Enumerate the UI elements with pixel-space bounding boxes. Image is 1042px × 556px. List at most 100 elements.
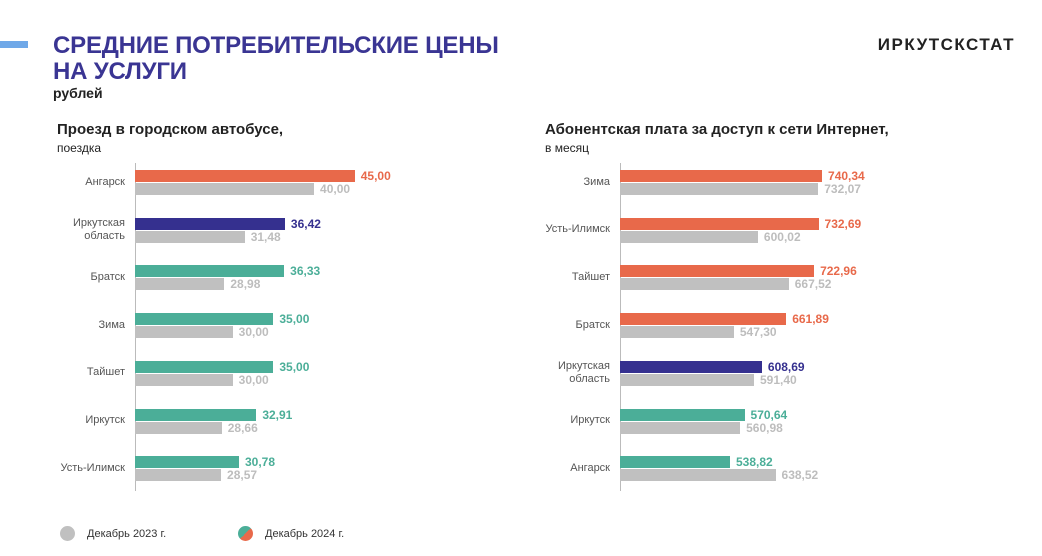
category-label-line: Братск [90, 270, 125, 283]
bar-2023 [135, 230, 245, 243]
bar-2023 [135, 373, 233, 386]
legend-label-2024: Декабрь 2024 г. [265, 527, 345, 540]
bar-2024 [620, 456, 730, 469]
category-label-line: Усть-Илимск [545, 223, 610, 236]
data-label-2024: 35,00 [279, 359, 310, 374]
category-label-line: Зима [98, 318, 125, 331]
bar-2023 [135, 326, 233, 339]
chart-subtitle-bus: поездка [57, 141, 102, 155]
data-label-2023: 667,52 [794, 277, 832, 292]
data-label-2023: 732,07 [824, 182, 861, 196]
bar-2024 [620, 360, 762, 373]
category-label: Братск [35, 271, 125, 284]
bar-2023 [620, 373, 754, 386]
bar-2024 [135, 217, 285, 230]
data-label-2024: 30,78 [245, 455, 276, 470]
category-label-line: Ангарск [85, 175, 125, 188]
data-label-2023: 40,00 [320, 182, 351, 196]
category-label-line: Иркутская [72, 216, 125, 229]
title-line-1: СРЕДНИЕ ПОТРЕБИТЕЛЬСКИЕ ЦЕНЫ [53, 32, 499, 59]
category-label-line: Ангарск [570, 461, 610, 474]
legend-item-2023: Декабрь 2023 г. [60, 526, 166, 541]
bar-2024 [620, 408, 745, 421]
data-label-2024: 32,91 [262, 407, 293, 422]
bar-2024 [135, 170, 355, 182]
category-label: Зима [520, 176, 610, 189]
legend-item-2024: Декабрь 2024 г. [238, 526, 344, 541]
data-label-2023: 560,98 [746, 420, 783, 435]
category-label-line: Тайшет [571, 270, 610, 283]
category-label-line: Зима [583, 175, 610, 188]
bar-2023 [620, 326, 734, 339]
data-label-2024: 722,96 [820, 264, 857, 279]
category-label-line: Иркутск [85, 414, 125, 426]
bar-2023 [620, 183, 819, 195]
legend-split-dot-icon [238, 526, 253, 541]
data-label-2023: 31,48 [250, 229, 281, 244]
bar-2024 [135, 313, 274, 326]
category-label: Ангарск [520, 462, 610, 475]
bar-2024 [620, 313, 787, 326]
category-label-line: Тайшет [86, 366, 125, 379]
category-label: Иркутская область [520, 360, 610, 386]
category-label: Ангарск [35, 176, 125, 189]
legend-label-2023: Декабрь 2023 г. [87, 527, 167, 540]
data-label-2024: 661,89 [792, 312, 829, 327]
legend-gray-dot-icon [60, 526, 75, 541]
bar-2024 [135, 456, 239, 469]
accent-bar [0, 41, 28, 48]
category-label-line: Иркутская [557, 359, 610, 372]
bar-2024 [135, 408, 257, 421]
bar-2024 [135, 265, 285, 278]
data-label-2024: 732,69 [824, 216, 862, 231]
page-title: СРЕДНИЕ ПОТРЕБИТЕЛЬСКИЕ ЦЕНЫ НА УСЛУГИ [53, 33, 499, 85]
data-label-2023: 600,02 [763, 229, 801, 244]
bar-2024 [620, 170, 823, 182]
bar-2023 [620, 469, 776, 482]
data-label-2024: 740,34 [828, 169, 865, 183]
data-label-2024: 36,42 [290, 216, 321, 231]
category-label-line: Братск [575, 318, 610, 331]
bar-2024 [620, 217, 819, 230]
bar-2023 [135, 278, 225, 291]
bar-2023 [135, 421, 222, 434]
category-label: Усть-Илимск [520, 223, 610, 236]
data-label-2023: 547,30 [739, 325, 777, 340]
chart-subtitle-internet: в месяц [545, 141, 590, 155]
data-label-2024: 35,00 [279, 312, 310, 327]
category-label: Тайшет [35, 366, 125, 379]
bar-2023 [620, 421, 741, 434]
data-label-2023: 28,66 [227, 420, 258, 435]
data-label-2023: 30,00 [238, 325, 269, 340]
data-label-2024: 608,69 [767, 359, 805, 374]
title-line-2: НА УСЛУГИ [53, 58, 187, 85]
data-label-2024: 36,33 [290, 264, 321, 279]
data-label-2023: 591,40 [759, 372, 797, 387]
data-label-2023: 28,98 [230, 277, 261, 292]
data-label-2024: 45,00 [360, 169, 391, 183]
category-label-line: Иркутск [570, 414, 610, 426]
unit-label: рублей [53, 85, 103, 101]
bar-2023 [135, 469, 222, 482]
brand-logo: ИРКУТСКСТАТ [877, 35, 1015, 54]
category-label: Усть-Илимск [35, 462, 125, 475]
bar-2024 [135, 360, 274, 373]
chart-title-internet: Абонентская плата за доступ к сети Интер… [545, 121, 889, 138]
chart-title-bus: Проезд в городском автобусе, [57, 121, 284, 138]
category-label: Братск [520, 319, 610, 332]
category-label: Иркутск [35, 414, 125, 427]
data-label-2023: 28,57 [227, 468, 258, 483]
category-label: Иркутск [520, 414, 610, 427]
category-label: Тайшет [520, 271, 610, 284]
bar-2023 [135, 183, 315, 195]
category-label: Иркутская область [35, 217, 125, 243]
data-label-2024: 538,82 [735, 455, 773, 470]
category-label: Зима [35, 319, 125, 332]
category-label-line: Усть-Илимск [60, 461, 125, 474]
data-label-2024: 570,64 [750, 407, 788, 422]
data-label-2023: 30,00 [238, 372, 269, 387]
category-label-line: область [84, 229, 125, 242]
bar-2024 [620, 265, 815, 278]
category-label-line: область [569, 372, 610, 385]
